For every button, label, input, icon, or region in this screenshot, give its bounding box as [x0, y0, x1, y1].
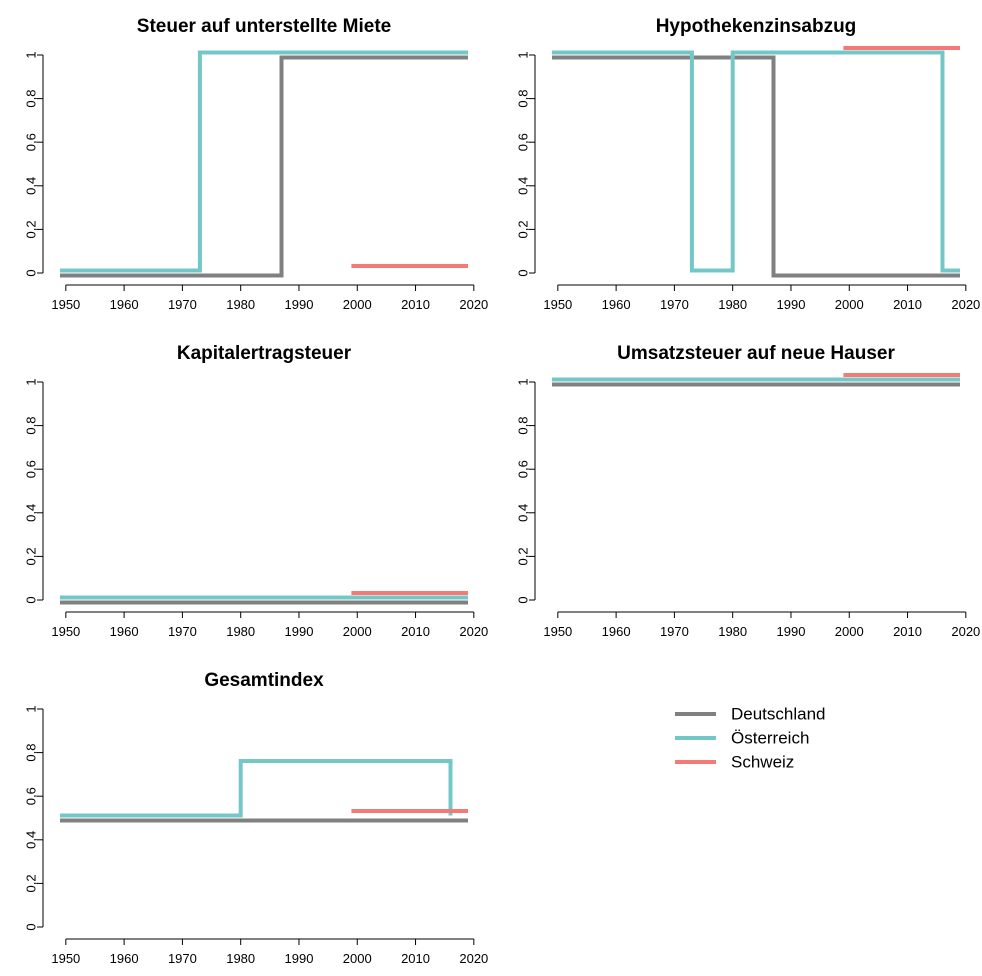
x-tick-label: 2020: [459, 624, 488, 639]
x-tick-label: 1980: [226, 951, 255, 966]
x-tick-label: 2020: [951, 297, 980, 312]
legend-label: Deutschland: [731, 705, 826, 724]
panel-title: Steuer auf unterstellte Miete: [137, 16, 391, 37]
panel-title: Kapitalertragsteuer: [177, 343, 352, 364]
legend: Deutschland Österreich Schweiz: [675, 705, 826, 772]
panel-4: Umsatzsteuer auf neue Hauser 1950 1960 1970…: [516, 343, 981, 639]
y-tick-label: 1: [24, 51, 39, 58]
y-tick-label: 0,8: [24, 90, 39, 108]
x-tick-label: 2020: [951, 624, 980, 639]
panel-title: Umsatzsteuer auf neue Hauser: [617, 343, 895, 364]
x-tick-label: 1980: [226, 624, 255, 639]
x-tick-label: 1970: [168, 624, 197, 639]
y-tick-label: 0,6: [24, 787, 39, 805]
x-tick-label: 1980: [226, 297, 255, 312]
x-tick-label: 1980: [718, 297, 747, 312]
panel-title: Gesamtindex: [204, 670, 324, 691]
x-tick-label: 1970: [168, 297, 197, 312]
y-tick-label: 0: [24, 596, 39, 603]
x-tick-label: 1960: [110, 624, 139, 639]
x-tick-label: 1990: [777, 624, 806, 639]
series-line-deutschland: [552, 55, 960, 278]
series-line-österreich: [60, 759, 453, 818]
x-tick-label: 1960: [602, 624, 631, 639]
y-tick-label: 0,4: [24, 831, 39, 849]
y-tick-label: 0,2: [516, 220, 531, 238]
x-tick-label: 1960: [602, 297, 631, 312]
x-tick-label: 1990: [285, 624, 314, 639]
x-tick-label: 2000: [343, 297, 372, 312]
x-tick-label: 1990: [285, 951, 314, 966]
y-tick-label: 1: [516, 51, 531, 58]
x-tick-label: 1970: [660, 297, 689, 312]
x-tick-label: 1990: [777, 297, 806, 312]
panel-title: Hypothekenzinsabzug: [656, 16, 857, 37]
x-tick-label: 2010: [893, 297, 922, 312]
series-line-deutschland: [60, 55, 468, 278]
y-tick-label: 0,4: [516, 504, 531, 522]
panel-3: Kapitalertragsteuer 1950 1960 1970 1980 1990 2…: [24, 343, 489, 639]
x-tick-label: 1960: [110, 297, 139, 312]
x-tick-label: 1970: [168, 951, 197, 966]
panel-1: Steuer auf unterstellte Miete 1950 1960 197…: [24, 16, 489, 312]
series-line-österreich: [552, 50, 960, 273]
x-tick-label: 1990: [285, 297, 314, 312]
x-tick-label: 1950: [51, 951, 80, 966]
y-tick-label: 0,2: [516, 547, 531, 565]
y-tick-label: 0,2: [24, 220, 39, 238]
x-tick-label: 1950: [543, 624, 572, 639]
legend-label: Schweiz: [731, 753, 794, 772]
y-tick-label: 0,6: [516, 460, 531, 478]
y-tick-label: 1: [24, 705, 39, 712]
x-tick-label: 2000: [835, 624, 864, 639]
x-tick-label: 2010: [401, 951, 430, 966]
x-tick-label: 1980: [718, 624, 747, 639]
y-tick-label: 0,8: [24, 744, 39, 762]
x-tick-label: 2000: [343, 951, 372, 966]
x-tick-label: 2000: [835, 297, 864, 312]
x-tick-label: 2010: [401, 624, 430, 639]
y-tick-label: 0,2: [24, 874, 39, 892]
x-tick-label: 1950: [51, 624, 80, 639]
x-tick-label: 2010: [401, 297, 430, 312]
y-tick-label: 0,6: [516, 133, 531, 151]
y-tick-label: 0,2: [24, 547, 39, 565]
x-tick-label: 2010: [893, 624, 922, 639]
y-tick-label: 1: [24, 378, 39, 385]
x-tick-label: 2000: [343, 624, 372, 639]
panel-2: Hypothekenzinsabzug 1950 1960 1970 1980 1990 2…: [516, 16, 981, 312]
x-tick-label: 1970: [660, 624, 689, 639]
panel-5: Gesamtindex 1950 1960 1970 1980 1990 2000 2010 2…: [24, 670, 489, 966]
y-tick-label: 0,6: [24, 133, 39, 151]
y-tick-label: 0,8: [24, 417, 39, 435]
x-tick-label: 1960: [110, 951, 139, 966]
y-tick-label: 0: [516, 596, 531, 603]
y-tick-label: 1: [516, 378, 531, 385]
y-tick-label: 0,8: [516, 417, 531, 435]
y-tick-label: 0,4: [516, 177, 531, 195]
legend-label: Österreich: [731, 729, 809, 748]
y-tick-label: 0: [516, 269, 531, 276]
x-tick-label: 2020: [459, 297, 488, 312]
y-tick-label: 0,4: [24, 504, 39, 522]
y-tick-label: 0,6: [24, 460, 39, 478]
series-line-österreich: [60, 50, 468, 273]
x-tick-label: 2020: [459, 951, 488, 966]
y-tick-label: 0: [24, 269, 39, 276]
y-tick-label: 0,4: [24, 177, 39, 195]
x-tick-label: 1950: [51, 297, 80, 312]
x-tick-label: 1950: [543, 297, 572, 312]
y-tick-label: 0: [24, 923, 39, 930]
y-tick-label: 0,8: [516, 90, 531, 108]
